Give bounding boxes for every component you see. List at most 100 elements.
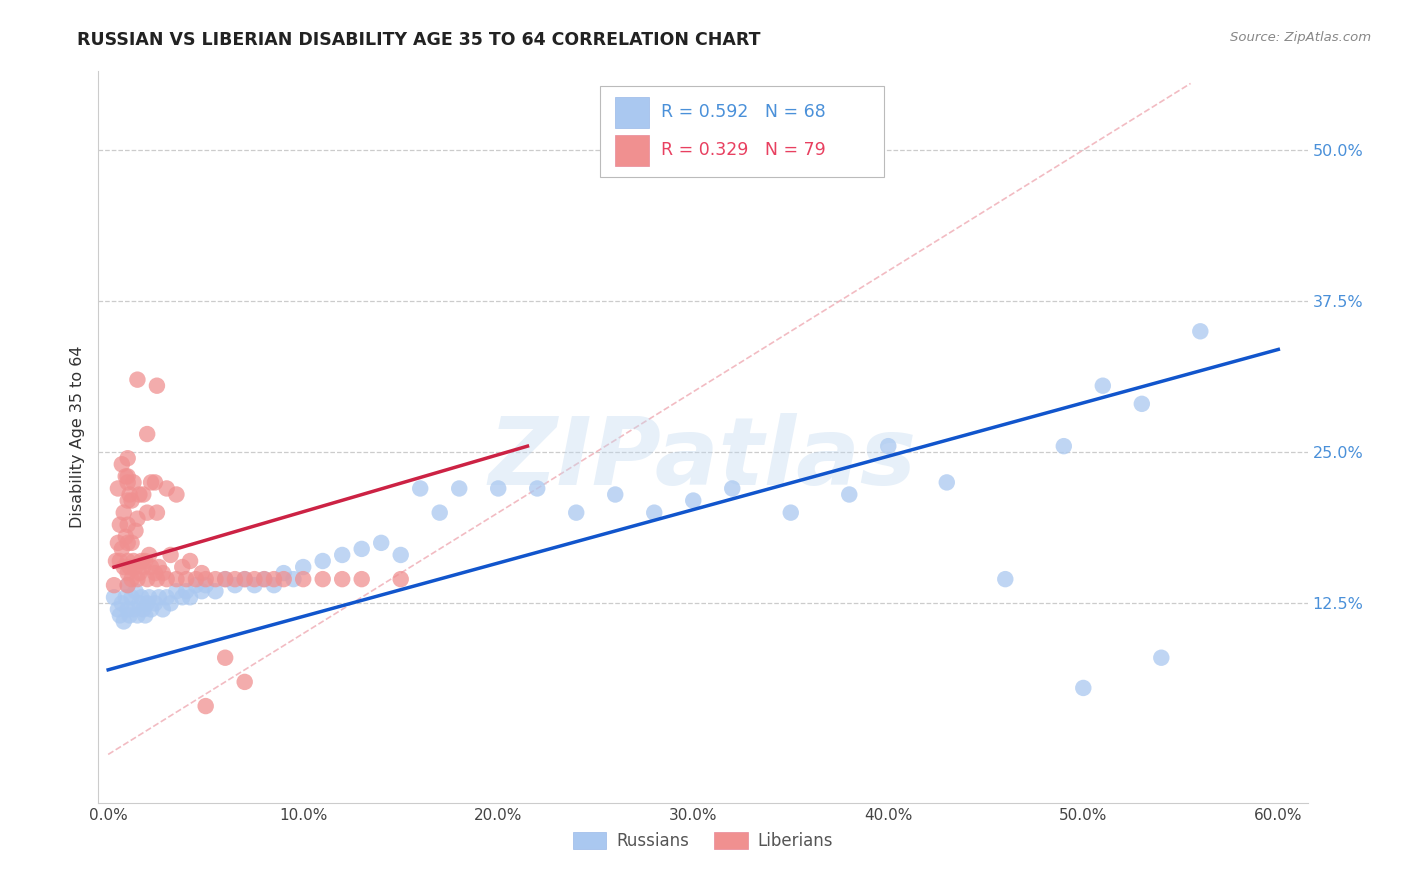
Point bbox=[1150, 650, 1173, 665]
Point bbox=[138, 548, 160, 562]
Point bbox=[114, 591, 136, 605]
Point bbox=[292, 572, 315, 586]
Point bbox=[233, 572, 256, 586]
Point bbox=[117, 475, 139, 490]
Point bbox=[191, 566, 214, 580]
Point bbox=[935, 475, 957, 490]
Point bbox=[127, 511, 149, 525]
Point bbox=[111, 457, 134, 471]
Point bbox=[112, 560, 135, 574]
Point bbox=[143, 566, 166, 580]
Point bbox=[139, 475, 162, 490]
Point bbox=[283, 572, 305, 586]
Point bbox=[122, 554, 145, 568]
Point bbox=[1071, 681, 1094, 695]
Point bbox=[179, 591, 201, 605]
Point bbox=[312, 554, 335, 568]
Point bbox=[643, 506, 665, 520]
Point bbox=[224, 572, 246, 586]
Point bbox=[409, 482, 432, 496]
Legend: Russians, Liberians: Russians, Liberians bbox=[567, 825, 839, 856]
Point bbox=[389, 548, 412, 562]
Point bbox=[148, 560, 170, 574]
Point bbox=[117, 602, 139, 616]
FancyBboxPatch shape bbox=[600, 86, 884, 178]
Point bbox=[174, 572, 197, 586]
Point bbox=[214, 572, 236, 586]
Point bbox=[179, 554, 201, 568]
Point bbox=[263, 572, 285, 586]
Point bbox=[526, 482, 548, 496]
Point bbox=[156, 572, 179, 586]
Point bbox=[112, 506, 135, 520]
Point bbox=[134, 554, 156, 568]
Point bbox=[350, 541, 373, 556]
Point bbox=[124, 560, 146, 574]
Point bbox=[124, 524, 146, 538]
Point bbox=[292, 560, 315, 574]
Point bbox=[172, 591, 194, 605]
Point bbox=[1189, 324, 1212, 338]
Point bbox=[127, 373, 149, 387]
Point bbox=[214, 572, 236, 586]
Point bbox=[132, 560, 155, 574]
Point bbox=[118, 608, 141, 623]
Point bbox=[1130, 397, 1153, 411]
Point bbox=[122, 602, 145, 616]
Point bbox=[117, 493, 139, 508]
Point bbox=[214, 650, 236, 665]
Point bbox=[118, 560, 141, 574]
Point bbox=[124, 584, 146, 599]
Point bbox=[994, 572, 1017, 586]
Point bbox=[131, 554, 153, 568]
Point bbox=[159, 596, 181, 610]
Point bbox=[146, 506, 169, 520]
FancyBboxPatch shape bbox=[614, 97, 648, 128]
Point bbox=[103, 591, 125, 605]
Point bbox=[1091, 378, 1114, 392]
Point bbox=[565, 506, 588, 520]
Point bbox=[136, 572, 159, 586]
Point bbox=[350, 572, 373, 586]
Point bbox=[121, 572, 143, 586]
Point bbox=[127, 608, 149, 623]
Point bbox=[243, 578, 266, 592]
Point bbox=[273, 572, 295, 586]
Point bbox=[779, 506, 801, 520]
Point bbox=[136, 427, 159, 442]
Point bbox=[112, 615, 135, 629]
Point bbox=[330, 572, 353, 586]
Point bbox=[159, 548, 181, 562]
Point bbox=[838, 487, 860, 501]
Point bbox=[449, 482, 471, 496]
Point bbox=[127, 572, 149, 586]
Point bbox=[111, 541, 134, 556]
Point bbox=[191, 584, 214, 599]
Point bbox=[194, 699, 217, 714]
Point bbox=[136, 506, 159, 520]
Point bbox=[134, 608, 156, 623]
Point bbox=[128, 596, 150, 610]
Point bbox=[103, 578, 125, 592]
Point bbox=[131, 591, 153, 605]
Point bbox=[107, 602, 129, 616]
Point bbox=[128, 487, 150, 501]
Point bbox=[243, 572, 266, 586]
Point bbox=[682, 493, 704, 508]
Point bbox=[389, 572, 412, 586]
Point bbox=[117, 578, 139, 592]
Point bbox=[152, 602, 174, 616]
Text: R = 0.592   N = 68: R = 0.592 N = 68 bbox=[661, 103, 825, 121]
Point bbox=[108, 554, 131, 568]
Point bbox=[108, 608, 131, 623]
Point bbox=[121, 591, 143, 605]
Point bbox=[117, 554, 139, 568]
Point bbox=[370, 536, 392, 550]
Point bbox=[121, 536, 143, 550]
Point bbox=[146, 378, 169, 392]
Text: Source: ZipAtlas.com: Source: ZipAtlas.com bbox=[1230, 31, 1371, 45]
Point bbox=[138, 591, 160, 605]
Point bbox=[233, 674, 256, 689]
Point bbox=[117, 451, 139, 466]
Point bbox=[117, 566, 139, 580]
